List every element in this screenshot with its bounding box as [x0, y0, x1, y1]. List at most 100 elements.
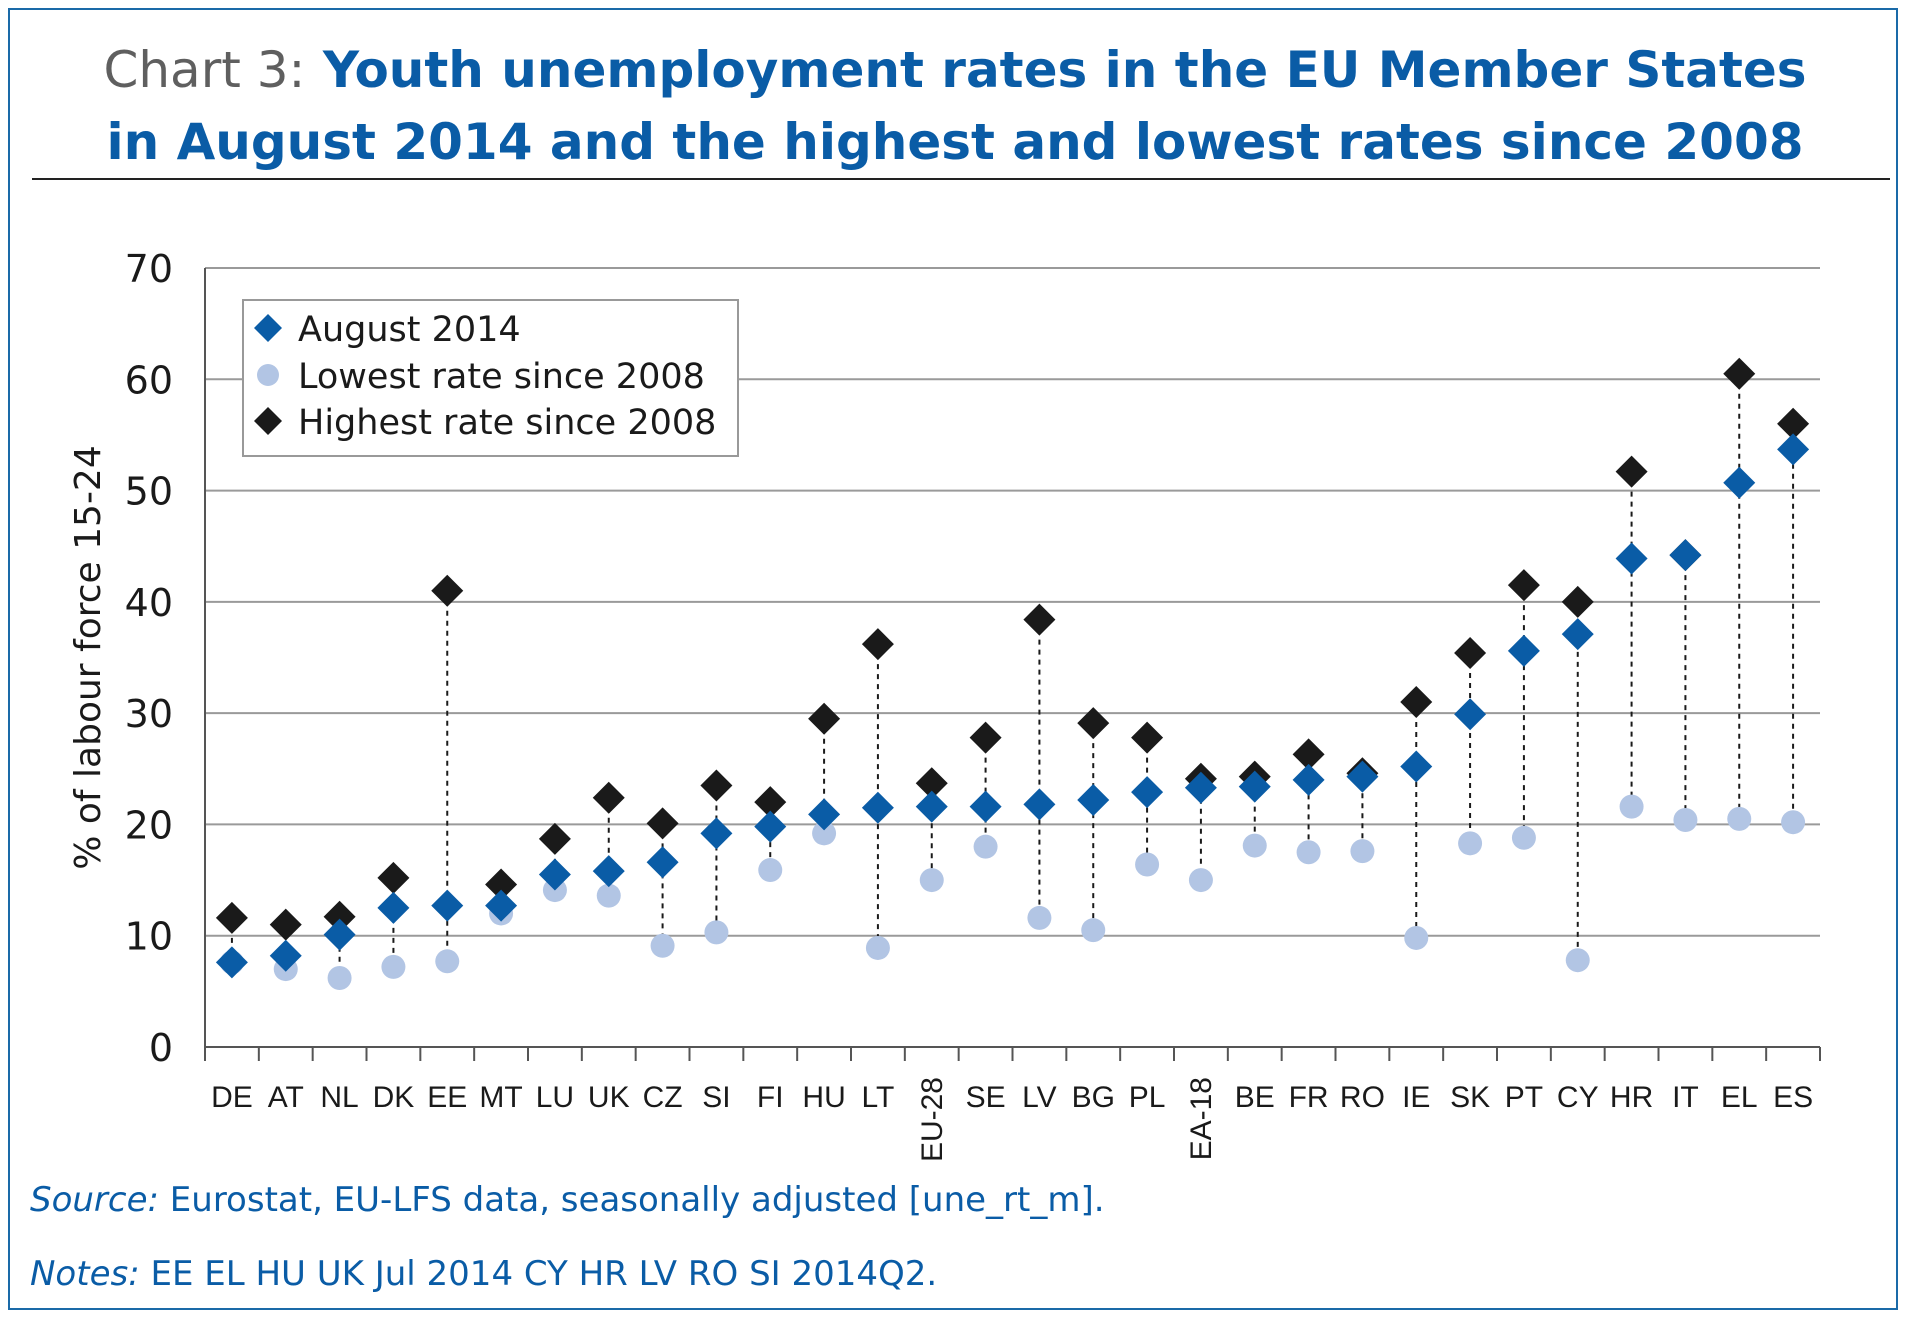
point-highest-ES	[1777, 407, 1810, 440]
x-tick-label-PL: PL	[1129, 1081, 1166, 1114]
x-tick-label-ES: ES	[1773, 1081, 1813, 1114]
notes-label: Notes:	[30, 1254, 140, 1294]
legend-label: Lowest rate since 2008	[298, 357, 705, 397]
point-highest-NL	[323, 900, 356, 933]
point-highest-SI	[700, 769, 733, 802]
x-tick-label-EL: EL	[1721, 1081, 1758, 1114]
y-tick-label: 60	[125, 358, 173, 402]
y-tick-label: 30	[125, 692, 173, 736]
x-tick-label-DE: DE	[211, 1081, 253, 1114]
point-august-LV	[1023, 788, 1056, 821]
point-lowest-EU-28	[919, 868, 944, 893]
x-tick-label-AT: AT	[268, 1081, 304, 1114]
point-lowest-EA-18	[1188, 868, 1213, 893]
point-august-BE	[1238, 770, 1271, 803]
point-highest-UK	[592, 781, 625, 814]
y-tick-label: 40	[125, 581, 173, 625]
point-lowest-LT	[865, 935, 890, 960]
point-lowest-CY	[1565, 948, 1590, 973]
point-lowest-SK	[1458, 831, 1483, 856]
point-lowest-HU	[812, 821, 837, 846]
x-tick-label-FR: FR	[1289, 1081, 1329, 1114]
point-lowest-FR	[1296, 840, 1321, 865]
source-text: Eurostat, EU-LFS data, seasonally adjust…	[158, 1180, 1105, 1220]
point-august-HU	[808, 798, 841, 831]
y-tick-label: 50	[125, 470, 173, 514]
point-august-PL	[1131, 776, 1164, 809]
point-august-SE	[969, 790, 1002, 823]
point-highest-BG	[1077, 707, 1110, 740]
point-lowest-IE	[1404, 925, 1429, 950]
point-lowest-IT	[1673, 807, 1698, 832]
point-highest-PL	[1131, 721, 1164, 754]
x-tick-label-EE: EE	[427, 1081, 467, 1114]
notes: Notes: EE EL HU UK Jul 2014 CY HR LV RO …	[30, 1254, 937, 1294]
point-august-IE	[1400, 750, 1433, 783]
title-divider	[32, 178, 1890, 180]
point-highest-SE	[969, 721, 1002, 754]
point-august-SI	[700, 817, 733, 850]
x-tick-label-MT: MT	[479, 1081, 522, 1114]
point-lowest-EE	[435, 949, 460, 974]
point-august-SK	[1454, 698, 1487, 731]
point-highest-LV	[1023, 603, 1056, 636]
point-lowest-LV	[1027, 905, 1052, 930]
legend-marker-highest	[254, 407, 282, 435]
point-august-FI	[754, 810, 787, 843]
x-tick-label-PT: PT	[1505, 1081, 1543, 1114]
legend-label: August 2014	[298, 310, 521, 350]
point-lowest-DK	[381, 954, 406, 979]
x-tick-label-EA-18: EA-18	[1185, 1077, 1218, 1160]
x-tick-label-LV: LV	[1022, 1081, 1056, 1114]
point-august-DK	[377, 891, 410, 924]
x-tick-label-HR: HR	[1610, 1081, 1653, 1114]
point-august-PT	[1507, 634, 1540, 667]
title-prefix: Chart 3:	[103, 41, 306, 99]
x-tick-label-IE: IE	[1402, 1081, 1430, 1114]
point-highest-HU	[808, 702, 841, 735]
point-lowest-FI	[758, 858, 783, 883]
legend-marker-august	[254, 314, 282, 342]
x-tick-label-LU: LU	[536, 1081, 574, 1114]
point-highest-FI	[754, 786, 787, 819]
y-tick-label: 20	[125, 803, 173, 847]
x-tick-label-NL: NL	[320, 1081, 358, 1114]
x-tick-label-SK: SK	[1450, 1081, 1490, 1114]
point-lowest-ES	[1781, 810, 1806, 835]
legend-label: Highest rate since 2008	[298, 403, 716, 443]
point-lowest-PL	[1135, 852, 1160, 877]
point-august-LT	[861, 791, 894, 824]
point-august-LU	[538, 858, 571, 891]
legend-box	[242, 299, 739, 457]
x-tick-label-DK: DK	[373, 1081, 415, 1114]
x-tick-label-UK: UK	[588, 1081, 630, 1114]
legend-marker-lowest	[257, 364, 279, 386]
notes-text: EE EL HU UK Jul 2014 CY HR LV RO SI 2014…	[139, 1254, 938, 1294]
source-note: Source: Eurostat, EU-LFS data, seasonall…	[30, 1180, 1105, 1220]
point-highest-AT	[269, 908, 302, 941]
point-august-EL	[1723, 466, 1756, 499]
point-lowest-NL	[327, 966, 352, 991]
x-tick-label-HU: HU	[802, 1081, 845, 1114]
point-highest-EE	[431, 574, 464, 607]
x-tick-label-BE: BE	[1235, 1081, 1275, 1114]
point-lowest-PT	[1511, 825, 1536, 850]
chart-frame: Chart 3: Youth unemployment rates in the…	[8, 8, 1898, 1310]
x-tick-label-SI: SI	[702, 1081, 730, 1114]
point-highest-CY	[1561, 585, 1594, 618]
title-line-2: in August 2014 and the highest and lowes…	[106, 113, 1804, 171]
point-highest-SK	[1454, 637, 1487, 670]
point-august-DE	[215, 946, 248, 979]
point-august-AT	[269, 939, 302, 972]
point-august-NL	[323, 918, 356, 951]
point-highest-EL	[1723, 357, 1756, 390]
point-highest-LT	[861, 628, 894, 661]
point-august-BG	[1077, 783, 1110, 816]
point-august-MT	[485, 889, 518, 922]
y-tick-label: 10	[125, 915, 173, 959]
point-highest-EU-28	[915, 767, 948, 800]
point-highest-HR	[1615, 455, 1648, 488]
point-lowest-UK	[596, 883, 621, 908]
point-highest-MT	[485, 868, 518, 901]
